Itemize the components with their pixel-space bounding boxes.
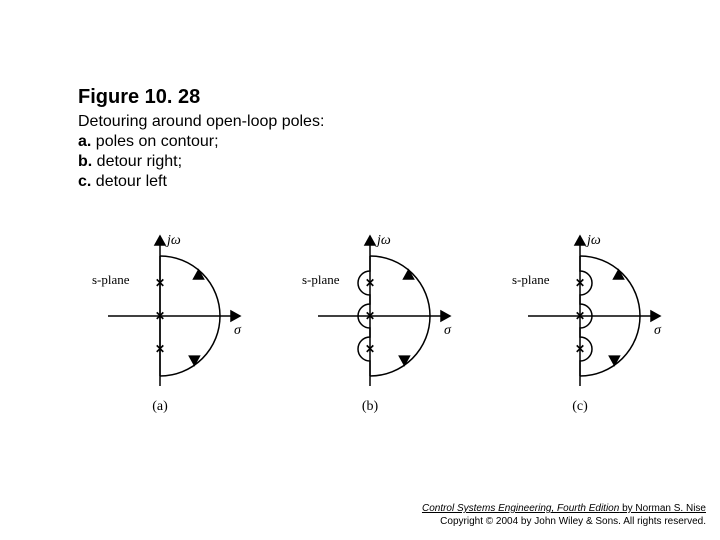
caption-b-rest: detour right; (92, 153, 182, 170)
footer-line1: Control Systems Engineering, Fourth Edit… (422, 503, 706, 516)
caption-c-bold: c. (78, 173, 91, 190)
svg-text:(a): (a) (152, 399, 168, 414)
svg-text:σ: σ (654, 323, 662, 338)
caption-line-c: c. detour left (78, 172, 324, 192)
panel-b: jω σ s-plane ✕ ✕ ✕ (b) (280, 228, 460, 418)
svg-text:jω: jω (165, 233, 181, 248)
svg-text:s-plane: s-plane (302, 272, 340, 287)
svg-text:✕: ✕ (155, 309, 165, 323)
footer-line2: Copyright © 2004 by John Wiley & Sons. A… (422, 516, 706, 529)
svg-text:✕: ✕ (365, 276, 375, 290)
svg-text:✕: ✕ (155, 342, 165, 356)
footer-author: by Norman S. Nise (619, 503, 706, 514)
diagram-row: jω σ s-plane ✕ ✕ ✕ (a) jω σ s-plane ✕ ✕ ✕ (b) jω σ s-p… (70, 228, 670, 418)
caption-a-rest: poles on contour; (91, 133, 218, 150)
panel-a: jω σ s-plane ✕ ✕ ✕ (a) (70, 228, 250, 418)
caption-a-bold: a. (78, 133, 91, 150)
splane-diagram-a: jω σ s-plane ✕ ✕ ✕ (a) (70, 228, 250, 418)
footer-title: Control Systems Engineering, Fourth Edit… (422, 503, 619, 514)
caption-b-bold: b. (78, 153, 92, 170)
figure-number: Figure 10. 28 (78, 86, 200, 109)
svg-text:(c): (c) (572, 399, 588, 414)
svg-text:✕: ✕ (365, 309, 375, 323)
svg-text:jω: jω (585, 233, 601, 248)
figure-caption: Detouring around open-loop poles: a. pol… (78, 112, 324, 192)
caption-subtitle: Detouring around open-loop poles: (78, 112, 324, 132)
splane-diagram-c: jω σ s-plane ✕ ✕ ✕ (c) (490, 228, 670, 418)
page: Figure 10. 28 Detouring around open-loop… (0, 0, 720, 540)
svg-text:✕: ✕ (575, 309, 585, 323)
footer: Control Systems Engineering, Fourth Edit… (422, 503, 706, 528)
caption-line-a: a. poles on contour; (78, 132, 324, 152)
splane-diagram-b: jω σ s-plane ✕ ✕ ✕ (b) (280, 228, 460, 418)
svg-text:jω: jω (375, 233, 391, 248)
caption-c-rest: detour left (91, 173, 167, 190)
caption-line-b: b. detour right; (78, 152, 324, 172)
svg-text:✕: ✕ (365, 342, 375, 356)
svg-text:✕: ✕ (155, 276, 165, 290)
svg-text:✕: ✕ (575, 276, 585, 290)
svg-text:s-plane: s-plane (512, 272, 550, 287)
svg-text:(b): (b) (362, 399, 379, 414)
panel-c: jω σ s-plane ✕ ✕ ✕ (c) (490, 228, 670, 418)
svg-text:σ: σ (444, 323, 452, 338)
svg-text:✕: ✕ (575, 342, 585, 356)
svg-text:σ: σ (234, 323, 242, 338)
svg-text:s-plane: s-plane (92, 272, 130, 287)
